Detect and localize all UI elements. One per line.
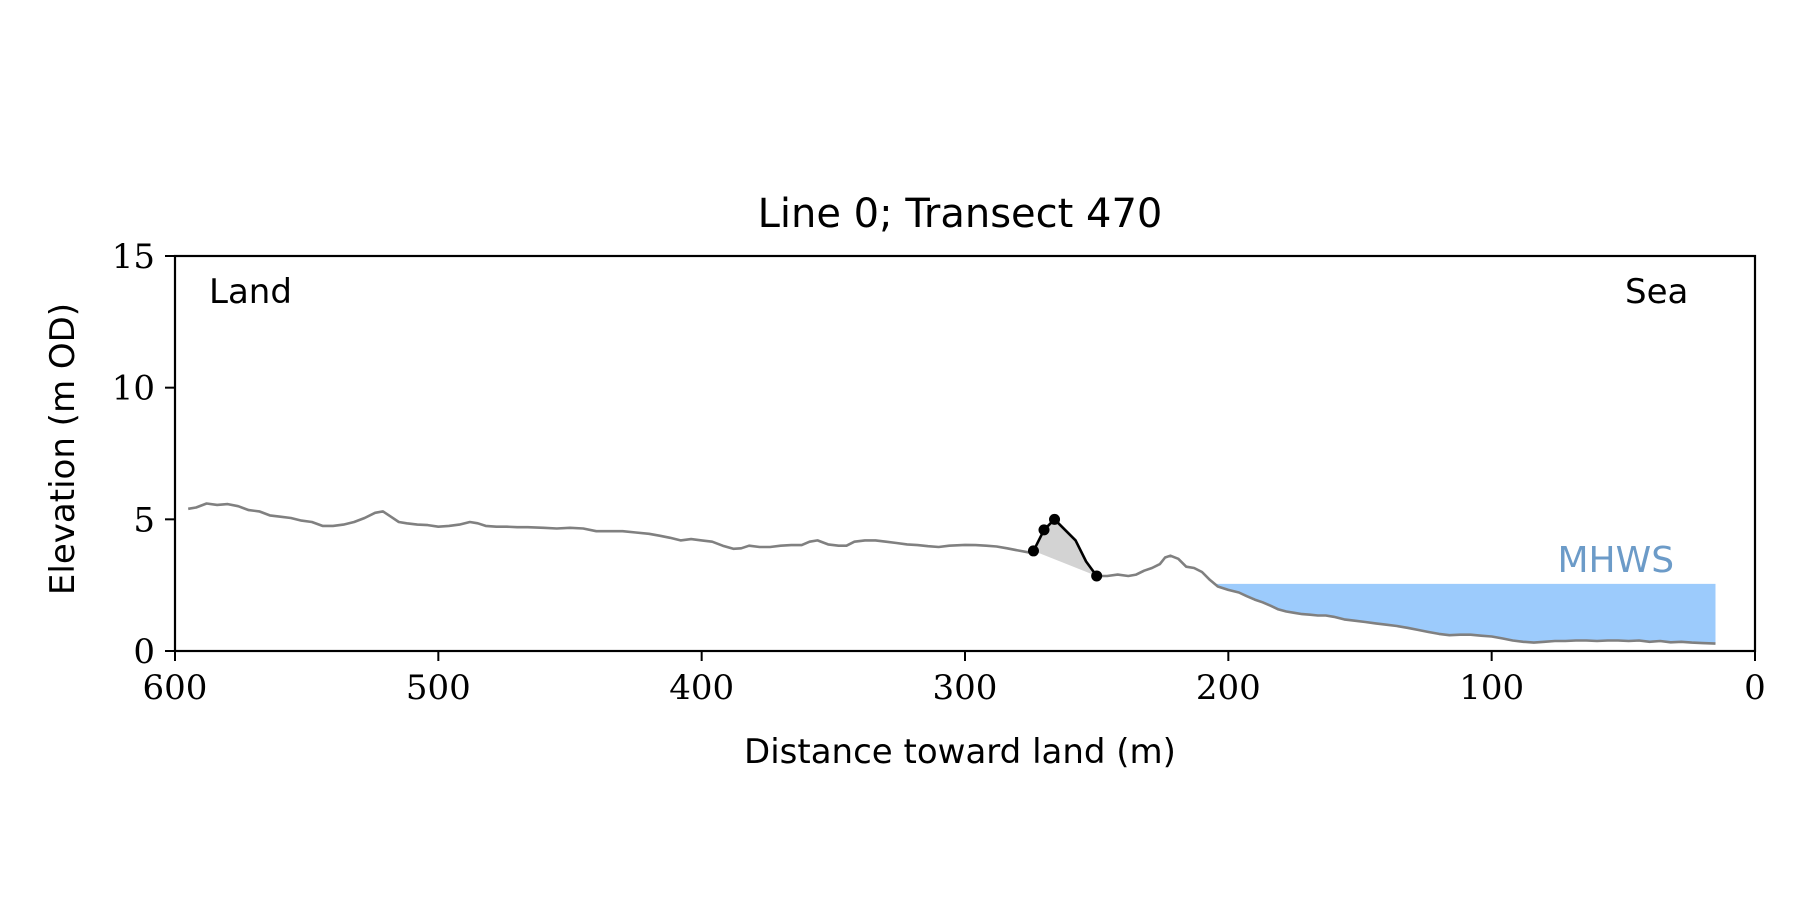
x-tick-label: 400	[669, 668, 734, 708]
profile-line-landward	[187, 502, 1034, 554]
mhws-label: MHWS	[1558, 540, 1675, 581]
x-tick-label: 200	[1196, 668, 1261, 708]
dune-point	[1038, 524, 1050, 536]
x-tick-label: 0	[1744, 668, 1766, 708]
land-label: Land	[209, 272, 292, 312]
y-axis-label: Elevation (m OD)	[43, 303, 83, 595]
y-tick-label: 5	[133, 500, 155, 540]
dune-point	[1049, 513, 1061, 525]
chart-title: Line 0; Transect 470	[758, 191, 1163, 237]
x-tick-label: 500	[406, 668, 471, 708]
x-axis-label: Distance toward land (m)	[744, 732, 1176, 772]
profile-line-seaward	[1096, 554, 1716, 645]
x-tick-label: 100	[1459, 668, 1524, 708]
sea-fill	[1215, 583, 1716, 644]
sea-label: Sea	[1625, 272, 1688, 312]
x-tick-label: 600	[143, 668, 208, 708]
dune-point	[1027, 545, 1039, 557]
x-tick-label: 300	[933, 668, 998, 708]
y-tick-label: 15	[112, 237, 155, 277]
dune-fill	[1033, 519, 1097, 576]
dune-point	[1091, 570, 1103, 582]
y-tick-label: 10	[112, 369, 155, 409]
y-tick-label: 0	[133, 632, 155, 672]
